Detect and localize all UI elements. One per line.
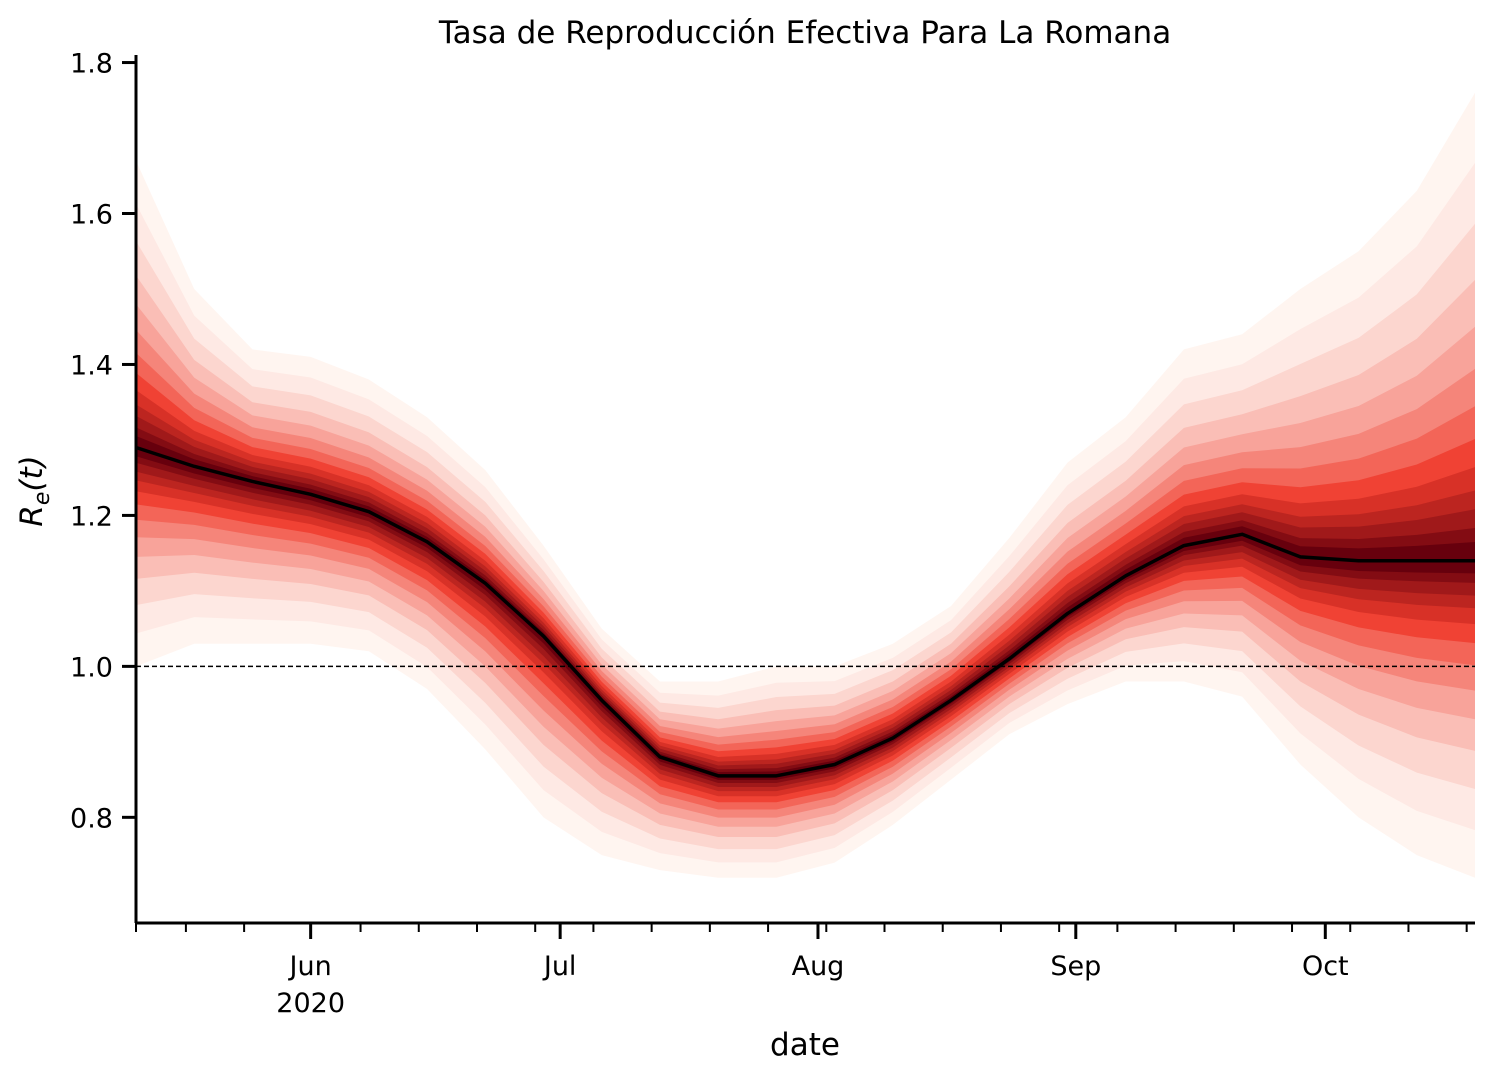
x-tick-sublabel: 2020: [276, 988, 345, 1019]
y-axis-label-main: R: [14, 505, 50, 527]
x-tick-label: Oct: [1302, 951, 1349, 982]
x-tick-label: Sep: [1050, 951, 1101, 982]
x-tick-label: Jun: [288, 951, 332, 982]
credible-interval-bands: [136, 92, 1475, 878]
y-tick-label: 1.2: [70, 501, 113, 532]
x-axis-label: date: [770, 1027, 840, 1063]
y-tick-label: 0.8: [70, 803, 113, 834]
y-tick-label: 1.6: [70, 200, 113, 231]
y-tick-label: 1.8: [70, 49, 113, 80]
y-axis: 0.8 1.0 1.2 1.4 1.6 1.8: [70, 49, 138, 923]
band-6: [136, 352, 1475, 810]
y-axis-label: Re(t): [14, 455, 55, 526]
y-tick-label: 1.4: [70, 350, 113, 381]
y-tick-label: 1.0: [70, 652, 113, 683]
y-axis-label-sub: e: [30, 492, 55, 506]
median-line: [135, 445, 1475, 778]
median-line-group: [135, 445, 1475, 778]
x-axis: Jun 2020 Jul Aug Sep Oct: [135, 921, 1475, 1019]
x-tick-label: Aug: [792, 951, 845, 982]
chart-title: Tasa de Reproducción Efectiva Para La Ro…: [438, 15, 1171, 51]
y-axis-label-arg: (t): [14, 455, 50, 491]
x-tick-label: Jul: [542, 951, 577, 982]
